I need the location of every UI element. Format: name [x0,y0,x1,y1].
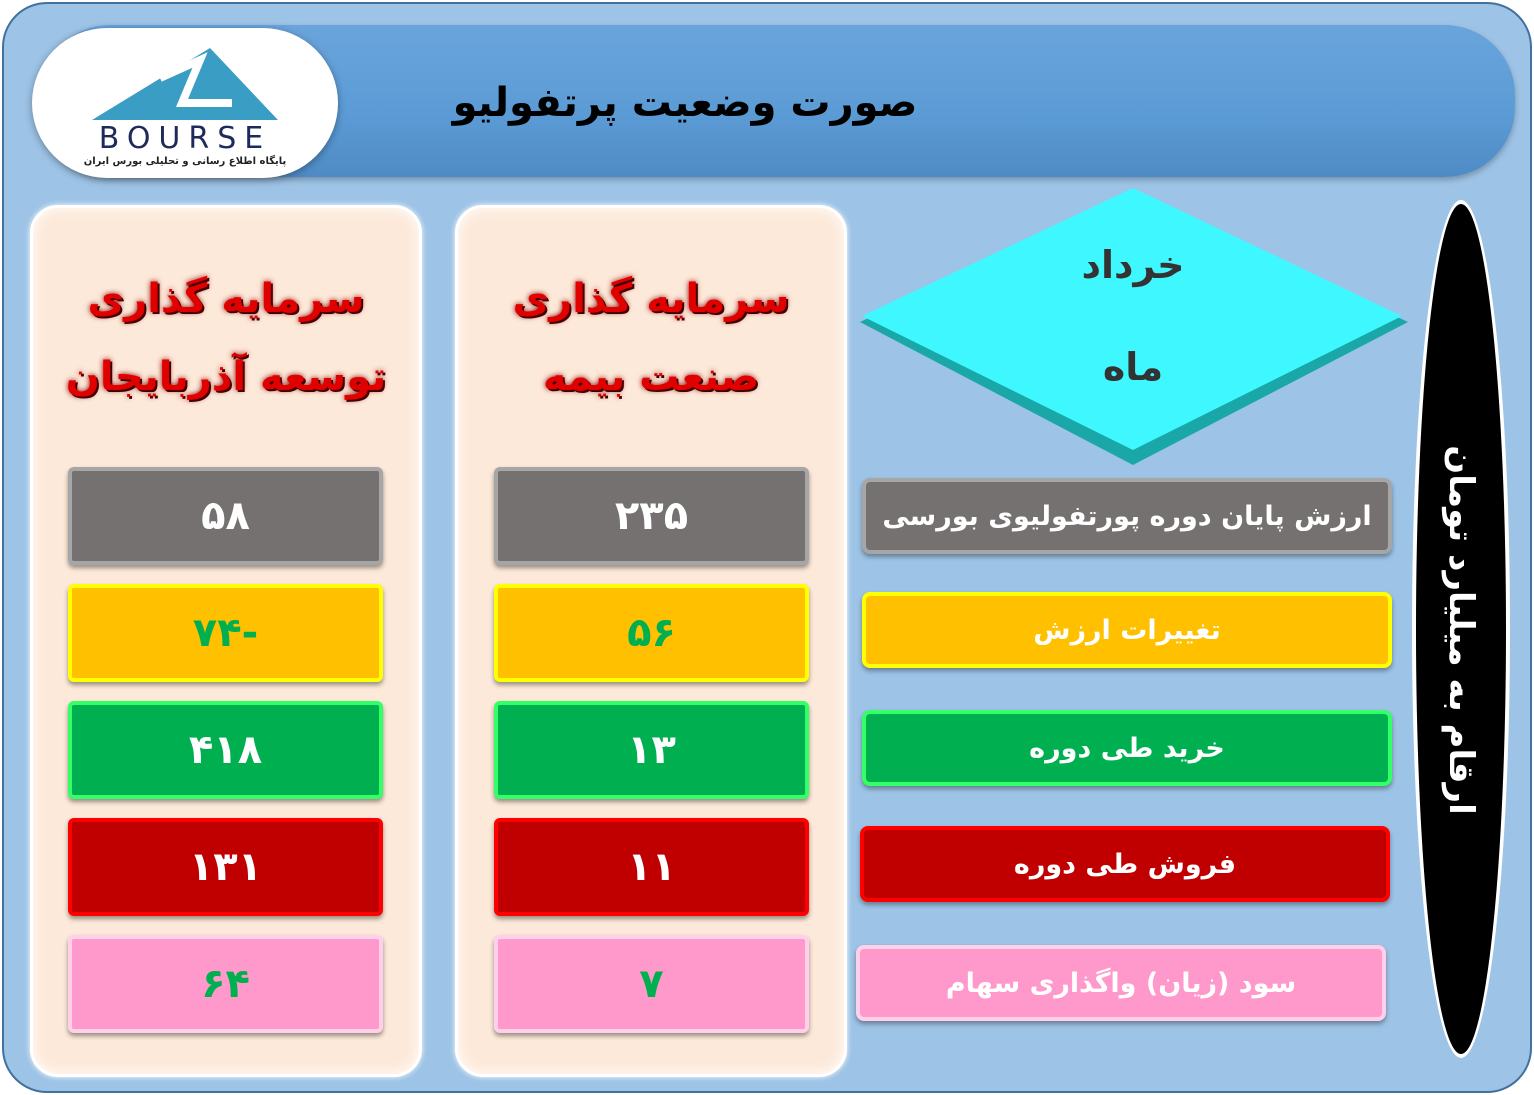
logo-brand: BOURSE [99,121,271,156]
value-cell: ۶۴ [68,935,383,1033]
value-cell: ۱۱ [494,818,809,916]
value-cell: ۱۳۱ [68,818,383,916]
value-cell: ۷ [494,935,809,1033]
logo-tagline: پایگاه اطلاع رسانی و تحلیلی بورس ایران [84,154,287,167]
unit-note-oval [1412,200,1510,1058]
row-label-value-change: تغییرات ارزش [862,592,1392,668]
company-name-line2: توسعه آذربایجان [65,354,387,400]
row-label-purchases: خرید طی دوره [862,710,1392,786]
row-label-end-value: ارزش پایان دوره پورتفولیوی بورسی [862,478,1392,554]
period-month: خرداد [1081,243,1185,287]
company-name-line1: سرمایه گذاری [87,276,365,322]
value-cell: ۱۳ [494,701,809,799]
unit-note: ارقام به میلیارد تومان [1441,445,1481,815]
value-cell: ۴۱۸ [68,701,383,799]
value-cell: ۵۸ [68,467,383,565]
value-cell: ۵۶ [494,584,809,682]
row-label-profit: سود (زیان) واگذاری سهام [856,945,1386,1021]
page-title: صورت وضعیت پرتفولیو [452,80,918,126]
bourse-logo-icon: BOURSE پایگاه اطلاع رسانی و تحلیلی بورس … [84,48,287,167]
value-cell: ۲۳۵ [494,467,809,565]
logo: BOURSE پایگاه اطلاع رسانی و تحلیلی بورس … [32,28,338,178]
value-cell: -۷۴ [68,584,383,682]
period-label: ماه [1102,345,1164,389]
company-name-line2: صنعت بیمه [542,354,760,400]
company-name-line1: سرمایه گذاری [512,276,790,322]
row-label-sales: فروش طی دوره [860,826,1390,902]
